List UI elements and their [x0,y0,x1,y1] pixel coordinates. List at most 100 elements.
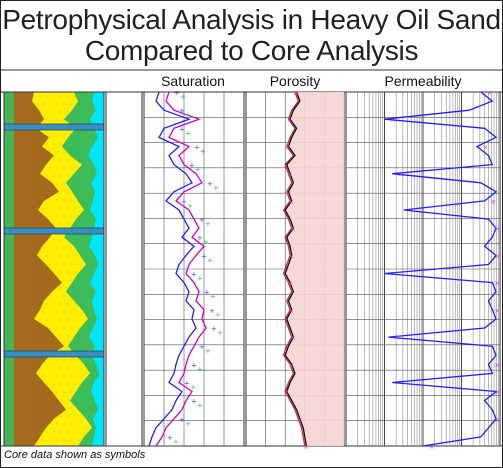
sand-dot [74,415,76,417]
depth-track [105,91,143,447]
sand-dot [77,199,79,201]
saturation-core-symbol: + [199,216,205,224]
sand-dot [46,383,48,385]
sand-dot [46,159,48,161]
sand-dot [42,199,44,201]
sand-dot [53,335,55,337]
saturation-core-symbol: + [184,379,190,387]
sand-dot [32,159,34,161]
saturation-core-symbol: + [210,293,216,301]
saturation-core-symbol: + [174,89,180,97]
saturation-core-symbol: + [207,256,213,264]
saturation-core-symbol: + [215,311,221,319]
sand-dot [49,423,51,425]
sand-dot [35,423,37,425]
sand-dot [14,375,16,377]
saturation-core-symbol: + [179,416,185,424]
sand-dot [49,359,51,361]
sand-dot [42,343,44,345]
permeability-core-symbol: × [429,443,435,451]
sand-dot [74,399,76,401]
sand-dot [28,423,30,425]
porosity-curve-black [284,91,308,447]
sand-dot [18,255,20,257]
sand-dot [77,311,79,313]
sand-dot [14,135,16,137]
sand-dot [49,167,51,169]
sand-dot [35,215,37,217]
sand-dot [67,95,69,97]
sand-dot [21,391,23,393]
sand-dot [32,271,34,273]
sand-dot [39,95,41,97]
sand-dot [67,143,69,145]
sand-dot [56,279,58,281]
sand-dot [32,95,34,97]
sand-dot [60,319,62,321]
chart-title-line-1: Petrophysical Analysis in Heavy Oil Sand [2,4,501,35]
sand-dot [18,399,20,401]
sand-dot [74,159,76,161]
sand-dot [74,223,76,225]
sand-dot [60,303,62,305]
sand-dot [25,95,27,97]
sand-dot [35,439,37,441]
permeability-core-symbol: × [494,225,500,233]
sand-dot [28,199,30,201]
saturation-core-symbol: + [203,238,209,246]
sand-dot [25,319,27,321]
permeability-track-header: Permeability [384,73,462,89]
sand-dot [49,103,51,105]
sand-dot [28,151,30,153]
sand-dot [53,159,55,161]
sand-dot [67,111,69,113]
sand-dot [67,207,69,209]
sand-dot [56,295,58,297]
sand-dot [18,319,20,321]
sand-dot [77,279,79,281]
sand-dot [18,159,20,161]
saturation-core-symbol: + [167,434,173,442]
sand-dot [56,103,58,105]
sand-dot [35,279,37,281]
sand-dot [60,111,62,113]
sand-dot [77,247,79,249]
sand-dot [60,207,62,209]
sand-dot [21,199,23,201]
sand-dot [53,399,55,401]
sand-dot [39,271,41,273]
sand-dot [53,223,55,225]
sand-dot [67,159,69,161]
sand-dot [56,199,58,201]
sand-dot [74,271,76,273]
saturation-core-symbol: + [180,93,186,101]
sand-dot [67,399,69,401]
porosity-core-symbol: × [288,252,294,260]
sand-dot [39,287,41,289]
sand-dot [56,167,58,169]
sand-dot [28,119,30,121]
sand-dot [32,399,34,401]
sand-dot [42,375,44,377]
porosity-core-symbol: × [293,89,299,97]
sand-dot [25,223,27,225]
sand-dot [14,151,16,153]
sand-dot [56,439,58,441]
sand-dot [14,167,16,169]
sand-dot [42,327,44,329]
sand-dot [35,343,37,345]
sand-dot [18,383,20,385]
sand-dot [18,367,20,369]
sand-dot [77,263,79,265]
sand-dot [77,359,79,361]
sand-dot [67,431,69,433]
sand-dot [21,279,23,281]
saturation-core-symbol: + [209,307,215,315]
sand-dot [32,287,34,289]
sand-dot [63,423,65,425]
sand-dot [63,391,65,393]
sand-dot [49,311,51,313]
saturation-core-symbol: + [194,143,200,151]
sand-dot [53,383,55,385]
sand-dot [39,223,41,225]
